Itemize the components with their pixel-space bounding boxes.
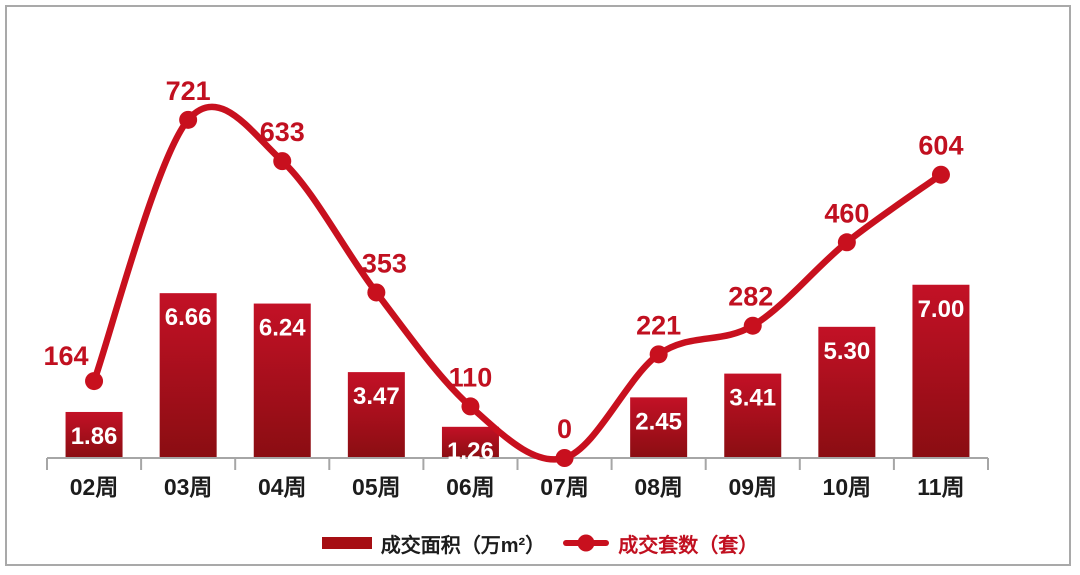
x-axis-label: 02周: [70, 474, 119, 500]
line-point-label: 721: [166, 76, 211, 106]
line-point-label: 282: [728, 282, 773, 312]
legend-item-count: 成交套数（套）: [563, 529, 758, 558]
bar-label: 5.30: [823, 338, 870, 365]
line-point-label: 604: [918, 131, 963, 161]
chart-frame: [5, 5, 1071, 566]
bar-label: 3.41: [729, 385, 776, 412]
bar-label: 6.66: [165, 304, 212, 331]
x-axis-label: 08周: [634, 474, 683, 500]
line-dot-icon: [577, 534, 595, 552]
line-point: [555, 449, 574, 467]
bar-label: 3.47: [353, 383, 400, 410]
line-point: [649, 345, 668, 364]
x-axis-label: 11周: [917, 474, 964, 500]
bar: [630, 397, 688, 458]
bar: [347, 372, 405, 458]
line-point-label: 110: [449, 362, 493, 392]
line-point: [367, 283, 386, 302]
line-point: [743, 316, 762, 335]
bar: [159, 293, 217, 458]
legend-label-area: 成交面积（万m²）: [380, 534, 546, 557]
line-point-label: 0: [557, 414, 572, 444]
legend: 成交面积（万m²） 成交套数（套）: [0, 528, 1080, 558]
bar: [65, 411, 123, 458]
bar-label: 6.24: [259, 315, 306, 342]
line-point-label: 164: [44, 341, 89, 371]
line-point: [273, 152, 292, 171]
x-axis-label: 06周: [446, 474, 495, 500]
line-point: [931, 165, 950, 184]
bar-label: 1.86: [71, 423, 118, 450]
legend-label-count: 成交套数（套）: [618, 534, 759, 557]
x-axis-label: 07周: [540, 474, 589, 500]
line-path: [90, 103, 945, 463]
x-axis-label: 09周: [728, 474, 777, 500]
bar-label: 2.45: [635, 408, 682, 435]
x-axis-label: 10周: [823, 474, 872, 500]
x-axis-label: 04周: [258, 474, 307, 500]
line-point: [837, 233, 856, 252]
x-axis-label: 03周: [164, 474, 213, 500]
x-axis-label: 05周: [352, 474, 401, 500]
line-series-marker-icon: [563, 534, 610, 552]
bar: [441, 426, 499, 458]
legend-item-area: 成交面积（万m²）: [321, 529, 546, 558]
line-point-label: 353: [362, 248, 407, 278]
bar-series-swatch-icon: [321, 537, 372, 549]
line-point: [461, 397, 480, 416]
bar: [818, 326, 876, 458]
line-point-label: 633: [260, 117, 305, 147]
bar: [253, 303, 311, 458]
bar-label: 1.26: [447, 438, 494, 465]
bar: [912, 284, 970, 458]
bar-label: 7.00: [918, 296, 965, 323]
line-point-label: 460: [824, 198, 869, 228]
line-point: [85, 372, 104, 391]
line-point-label: 221: [636, 310, 681, 340]
line-point: [179, 110, 198, 129]
bar: [724, 373, 782, 458]
